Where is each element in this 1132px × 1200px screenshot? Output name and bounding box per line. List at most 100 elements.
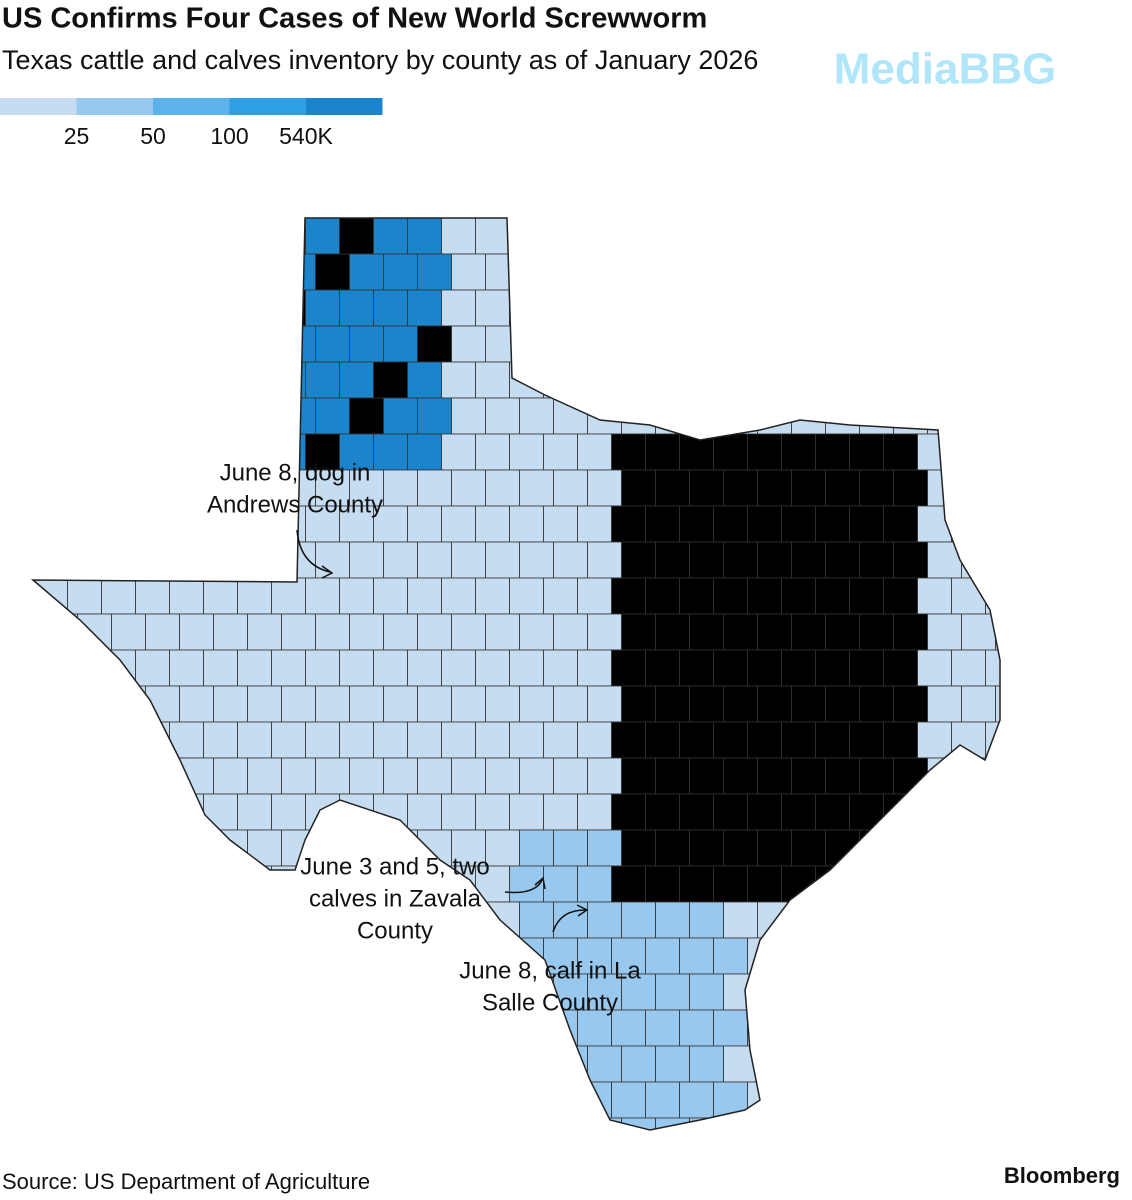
- county: [509, 721, 544, 759]
- county: [645, 218, 680, 255]
- county: [349, 1117, 384, 1130]
- legend-tick-label: 25: [64, 123, 90, 149]
- county: [77, 757, 112, 795]
- county: [383, 397, 418, 435]
- county: [747, 433, 782, 471]
- county: [985, 361, 1000, 399]
- county: [237, 865, 272, 903]
- county: [815, 793, 850, 831]
- county: [883, 937, 918, 975]
- county: [101, 1081, 136, 1119]
- county: [849, 361, 884, 399]
- county: [791, 613, 826, 651]
- county: [77, 1117, 112, 1130]
- county: [995, 1117, 1000, 1130]
- county: [169, 289, 204, 327]
- county: [77, 397, 112, 435]
- county: [985, 289, 1000, 327]
- county: [791, 253, 826, 291]
- county: [985, 865, 1000, 903]
- county: [995, 397, 1000, 435]
- county: [781, 361, 816, 399]
- county: [43, 541, 78, 579]
- county: [441, 289, 476, 327]
- county: [927, 1045, 962, 1083]
- county: [417, 253, 452, 291]
- county: [485, 757, 520, 795]
- county: [271, 937, 306, 975]
- county: [33, 433, 68, 471]
- county: [145, 1117, 180, 1130]
- county: [553, 325, 588, 363]
- county: [213, 397, 248, 435]
- county: [135, 1009, 170, 1047]
- county: [373, 289, 408, 327]
- county: [577, 218, 612, 255]
- county: [179, 829, 214, 867]
- county: [781, 577, 816, 615]
- county: [67, 649, 102, 687]
- county: [995, 973, 1000, 1011]
- county: [247, 901, 282, 939]
- county: [951, 865, 986, 903]
- county: [883, 721, 918, 759]
- county: [961, 757, 996, 795]
- county: [407, 793, 442, 831]
- county: [747, 649, 782, 687]
- legend-swatch: [76, 98, 153, 115]
- county: [383, 973, 418, 1011]
- county: [577, 793, 612, 831]
- county: [305, 577, 340, 615]
- county: [305, 793, 340, 831]
- county: [825, 901, 860, 939]
- county: [655, 829, 690, 867]
- county: [111, 1117, 146, 1130]
- county: [417, 613, 452, 651]
- county: [441, 505, 476, 543]
- county: [679, 218, 714, 255]
- county: [441, 577, 476, 615]
- county: [43, 469, 78, 507]
- county: [781, 218, 816, 255]
- county: [169, 721, 204, 759]
- source: Source: US Department of Agriculture: [2, 1169, 370, 1194]
- county: [451, 1045, 486, 1083]
- legend-swatch: [306, 98, 383, 115]
- county: [509, 1081, 544, 1119]
- county: [67, 937, 102, 975]
- county: [451, 541, 486, 579]
- county: [203, 721, 238, 759]
- county: [587, 685, 622, 723]
- county: [77, 973, 112, 1011]
- county: [679, 361, 714, 399]
- county: [611, 577, 646, 615]
- county: [825, 469, 860, 507]
- county: [213, 901, 248, 939]
- county: [995, 1045, 1000, 1083]
- county: [247, 685, 282, 723]
- county: [747, 577, 782, 615]
- county: [111, 541, 146, 579]
- county: [961, 1117, 996, 1130]
- county: [213, 829, 248, 867]
- county: [111, 325, 146, 363]
- county: [713, 218, 748, 255]
- annotation-arrows: [296, 529, 589, 933]
- county: [645, 433, 680, 471]
- county: [961, 541, 996, 579]
- county: [349, 469, 384, 507]
- county: [961, 397, 996, 435]
- county: [305, 218, 340, 255]
- county: [645, 1009, 680, 1047]
- county: [339, 721, 374, 759]
- legend-tick-label: 100: [210, 123, 248, 149]
- county: [679, 1009, 714, 1047]
- county: [893, 1117, 928, 1130]
- county: [825, 757, 860, 795]
- county: [893, 325, 928, 363]
- county: [145, 829, 180, 867]
- county: [145, 325, 180, 363]
- county: [985, 937, 1000, 975]
- county: [213, 685, 248, 723]
- county: [985, 649, 1000, 687]
